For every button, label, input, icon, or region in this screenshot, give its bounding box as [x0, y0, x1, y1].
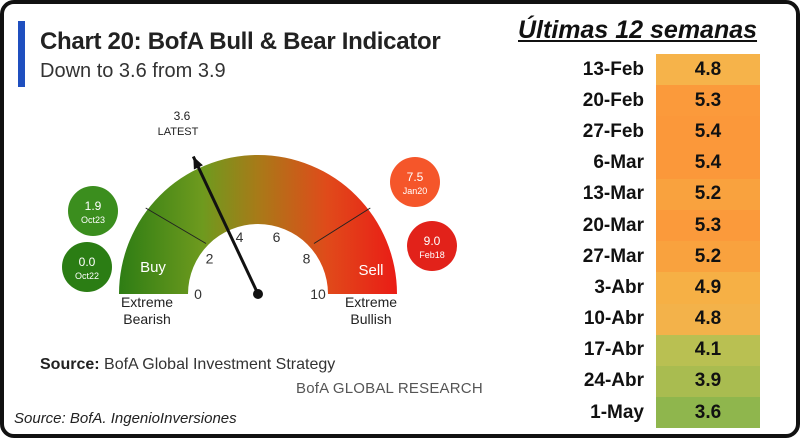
tick-label: 6 — [273, 229, 281, 245]
week-date: 1-May — [590, 401, 644, 423]
week-value: 3.9 — [656, 365, 760, 398]
brand-label: BofA GLOBAL RESEARCH — [296, 380, 483, 397]
table-row: 20-Feb 5.3 — [544, 85, 760, 117]
marker-bubble — [68, 186, 118, 236]
week-date: 13-Mar — [582, 183, 644, 205]
table-row: 20-Mar 5.3 — [544, 209, 760, 242]
marker-date: Oct23 — [81, 215, 105, 225]
week-date: 20-Mar — [582, 214, 644, 236]
week-date: 10-Abr — [583, 308, 644, 330]
marker-value: 7.5 — [407, 170, 424, 184]
extreme-bearish-line1: Extreme — [121, 294, 173, 310]
week-value: 3.6 — [656, 397, 760, 429]
latest-caption: LATEST — [158, 126, 199, 138]
week-date: 24-Abr — [583, 370, 644, 392]
table-row: 3-Abr 4.9 — [544, 272, 760, 304]
week-date: 20-Feb — [582, 89, 644, 111]
marker-value: 1.9 — [85, 199, 102, 213]
marker-date: Oct22 — [75, 271, 99, 281]
marker-value: 0.0 — [79, 255, 96, 269]
table-row: 13-Mar 5.2 — [544, 178, 760, 210]
gauge-arc — [119, 155, 397, 294]
week-date: 3-Abr — [594, 276, 644, 298]
week-date: 17-Abr — [583, 339, 644, 361]
marker-bubble — [390, 157, 440, 207]
gauge-tick-labels: 0 2 4 6 8 10 — [194, 229, 326, 302]
gauge-needle — [191, 155, 260, 295]
chart-title: Chart 20: BofA Bull & Bear Indicator — [40, 28, 441, 55]
table-row: 27-Mar 5.2 — [544, 241, 760, 273]
needle-pivot — [253, 289, 263, 299]
tick-label: 0 — [194, 286, 202, 302]
week-date: 13-Feb — [582, 58, 644, 80]
extreme-bearish-line2: Bearish — [123, 311, 170, 327]
week-value: 5.3 — [656, 85, 760, 117]
tick-label: 8 — [303, 251, 311, 267]
extreme-bullish-line2: Bullish — [350, 311, 391, 327]
table-row: 24-Abr 3.9 — [544, 365, 760, 398]
marker-date: Feb18 — [419, 250, 445, 260]
latest-value: 3.6 — [174, 109, 191, 123]
week-value: 4.9 — [656, 272, 760, 304]
marker-value: 9.0 — [424, 234, 441, 248]
week-value: 5.2 — [656, 241, 760, 273]
tick-label: 4 — [236, 229, 244, 245]
zone-label-buy: Buy — [140, 259, 166, 276]
source-label: Source: — [40, 356, 100, 373]
weekly-table: 13-Feb 4.8 20-Feb 5.3 27-Feb 5.4 6-Mar 5.4 13-Ma… — [544, 54, 760, 429]
zone-label-sell: Sell — [358, 262, 383, 279]
week-date: 27-Feb — [582, 120, 644, 142]
title-accent-bar — [18, 21, 25, 87]
week-value: 5.2 — [656, 178, 760, 210]
chart-subtitle: Down to 3.6 from 3.9 — [40, 60, 226, 82]
historical-markers: 1.9 Oct23 0.0 Oct22 7.5 Jan20 9.0 Feb18 — [62, 157, 457, 292]
zone-divider-sell — [313, 207, 371, 244]
tick-label: 2 — [206, 251, 214, 267]
week-value: 5.4 — [656, 116, 760, 148]
table-row: 10-Abr 4.8 — [544, 303, 760, 335]
week-date: 6-Mar — [593, 152, 644, 174]
table-row: 6-Mar 5.4 — [544, 147, 760, 179]
source-note: Source: BofA Global Investment Strategy — [40, 356, 335, 374]
credit-note: Source: BofA. IngenioInversiones — [14, 410, 237, 427]
gauge-panel: Chart 20: BofA Bull & Bear Indicator Dow… — [4, 4, 501, 434]
source-text: BofA Global Investment Strategy — [104, 356, 336, 373]
week-value: 5.3 — [656, 209, 760, 242]
extreme-bullish-line1: Extreme — [345, 294, 397, 310]
gauge-chart: Buy Sell 0 2 4 6 8 10 3.6 LATEST Extreme Bear… — [62, 109, 457, 327]
marker-bubble — [407, 221, 457, 271]
week-value: 5.4 — [656, 147, 760, 179]
week-value: 4.8 — [656, 303, 760, 335]
table-row: 1-May 3.6 — [544, 397, 760, 429]
table-title: Últimas 12 semanas — [518, 16, 758, 44]
zone-divider-buy — [145, 207, 207, 244]
table-row: 27-Feb 5.4 — [544, 116, 760, 148]
tick-label: 10 — [310, 286, 326, 302]
week-value: 4.1 — [656, 334, 760, 366]
marker-bubble — [62, 242, 112, 292]
week-value: 4.8 — [656, 54, 760, 86]
needle-arrowhead — [193, 156, 203, 170]
marker-date: Jan20 — [403, 186, 428, 196]
table-row: 13-Feb 4.8 — [544, 54, 760, 86]
week-date: 27-Mar — [582, 245, 644, 267]
table-row: 17-Abr 4.1 — [544, 334, 760, 366]
